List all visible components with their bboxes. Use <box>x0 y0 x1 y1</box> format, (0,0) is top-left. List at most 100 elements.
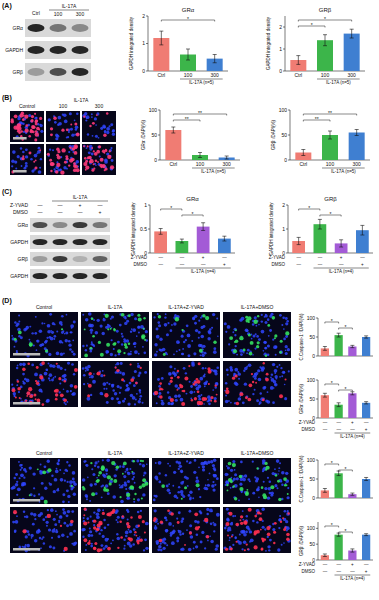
micrograph <box>81 312 149 358</box>
stain <box>109 482 112 485</box>
stain <box>250 341 254 345</box>
stain <box>101 466 105 470</box>
stain <box>91 492 95 496</box>
micrograph <box>10 458 78 504</box>
nucleus <box>169 365 172 368</box>
stain <box>32 131 35 134</box>
nucleus <box>244 367 248 371</box>
stain <box>140 460 142 462</box>
nucleus <box>68 131 70 133</box>
nucleus <box>94 483 97 486</box>
nucleus <box>268 549 270 551</box>
nucleus <box>85 495 88 498</box>
nucleus <box>16 515 18 517</box>
nucleus <box>103 388 105 390</box>
stain <box>117 547 119 549</box>
nucleus <box>180 520 183 523</box>
stain <box>231 536 233 538</box>
stain <box>188 365 190 367</box>
nucleus <box>182 533 184 535</box>
stain <box>102 149 106 153</box>
nucleus <box>164 323 168 327</box>
nucleus <box>107 324 109 326</box>
nucleus <box>66 158 69 161</box>
image-bg <box>10 111 44 142</box>
nucleus <box>184 476 187 479</box>
stain <box>274 337 276 339</box>
nucleus <box>143 475 145 477</box>
nucleus <box>31 332 33 334</box>
label: DMSO <box>13 209 28 215</box>
nucleus <box>193 541 196 544</box>
nucleus <box>39 329 43 333</box>
stain <box>116 369 119 372</box>
nucleus <box>127 510 130 513</box>
label: — <box>38 209 43 215</box>
nucleus <box>247 548 250 551</box>
stain <box>279 351 282 354</box>
nucleus <box>137 511 140 514</box>
nucleus <box>41 482 44 485</box>
nucleus <box>60 478 64 482</box>
stain <box>74 151 78 155</box>
nucleus <box>130 330 132 332</box>
nucleus <box>91 317 93 319</box>
stain <box>130 516 132 518</box>
nucleus <box>122 400 125 403</box>
nucleus <box>285 472 288 475</box>
nucleus <box>59 469 61 471</box>
stain <box>70 520 74 524</box>
image-bg <box>152 361 220 407</box>
stain <box>29 152 32 155</box>
stain <box>177 376 180 379</box>
nucleus <box>158 481 161 484</box>
nucleus <box>285 352 288 355</box>
stain <box>61 129 64 132</box>
stain <box>265 354 267 356</box>
stain <box>98 474 100 476</box>
nucleus <box>129 468 131 470</box>
nucleus <box>279 350 283 354</box>
nucleus <box>165 529 168 532</box>
nucleus <box>59 391 61 393</box>
nucleus <box>11 159 15 163</box>
nucleus <box>234 368 238 372</box>
label: IL-17A+DMSO <box>241 450 274 456</box>
nucleus <box>285 349 287 351</box>
stain <box>83 521 87 525</box>
nucleus <box>56 468 58 470</box>
nucleus <box>234 515 236 517</box>
nucleus <box>56 462 58 464</box>
stain <box>235 523 239 527</box>
nucleus <box>52 322 55 325</box>
stain <box>57 155 61 159</box>
nucleus <box>62 500 65 503</box>
nucleus <box>209 400 211 402</box>
nucleus <box>171 324 173 326</box>
stain <box>256 467 258 469</box>
nucleus <box>135 399 137 401</box>
nucleus <box>213 459 216 462</box>
nucleus <box>211 484 214 487</box>
nucleus <box>96 477 98 479</box>
nucleus <box>145 330 148 333</box>
nucleus <box>39 167 41 169</box>
blot-row <box>30 269 110 283</box>
nucleus <box>241 548 243 550</box>
nucleus <box>158 385 161 388</box>
stain <box>98 521 102 525</box>
nucleus <box>193 352 196 355</box>
nucleus <box>21 482 25 486</box>
nucleus <box>54 478 58 482</box>
nucleus <box>180 398 184 402</box>
stain <box>126 522 129 525</box>
stain <box>64 161 67 164</box>
nucleus <box>242 519 244 521</box>
stain <box>83 514 85 516</box>
stain <box>245 396 248 399</box>
nucleus <box>182 495 185 498</box>
stain <box>154 391 158 395</box>
stain <box>240 522 243 525</box>
stain <box>234 341 236 343</box>
nucleus <box>173 471 176 474</box>
